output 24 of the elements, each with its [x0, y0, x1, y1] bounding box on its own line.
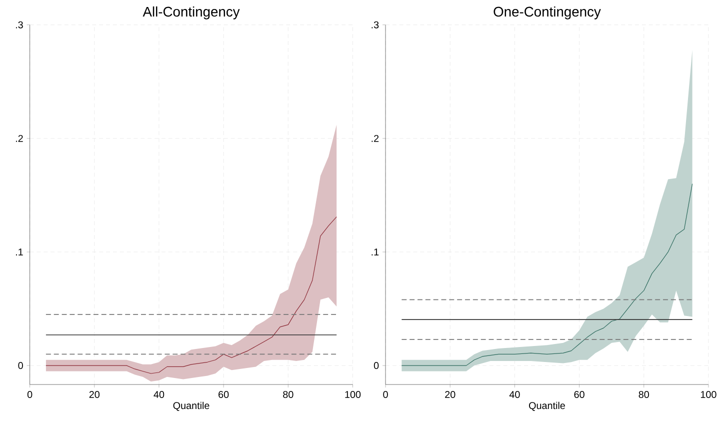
y-tick-label: .2	[16, 134, 23, 142]
x-axis-title: Quantile	[529, 402, 565, 411]
y-tick-label: 0	[374, 362, 379, 369]
x-tick-label: 60	[218, 390, 229, 398]
x-tick-label: 60	[574, 390, 584, 398]
y-tick-label: 0	[18, 362, 23, 369]
x-tick-label: 0	[383, 390, 388, 398]
x-tick-label: 20	[445, 390, 456, 398]
y-tick-label: .1	[372, 248, 379, 256]
y-tick-label: .2	[372, 134, 379, 142]
x-tick-label: 40	[509, 390, 520, 398]
x-tick-label: 100	[345, 390, 361, 398]
y-tick-label: .1	[16, 248, 23, 256]
x-axis-title: Quantile	[173, 402, 210, 411]
y-tick-label: .3	[372, 21, 379, 28]
x-tick-label: 0	[27, 390, 32, 398]
chart-title: One-Contingency	[494, 6, 601, 20]
x-tick-label: 80	[638, 390, 649, 398]
x-tick-label: 40	[154, 390, 164, 398]
x-tick-label: 20	[89, 390, 100, 398]
x-tick-label: 100	[700, 390, 716, 398]
x-tick-label: 80	[283, 390, 294, 398]
chart-title: All-Contingency	[142, 6, 240, 20]
y-tick-label: .3	[16, 21, 23, 28]
